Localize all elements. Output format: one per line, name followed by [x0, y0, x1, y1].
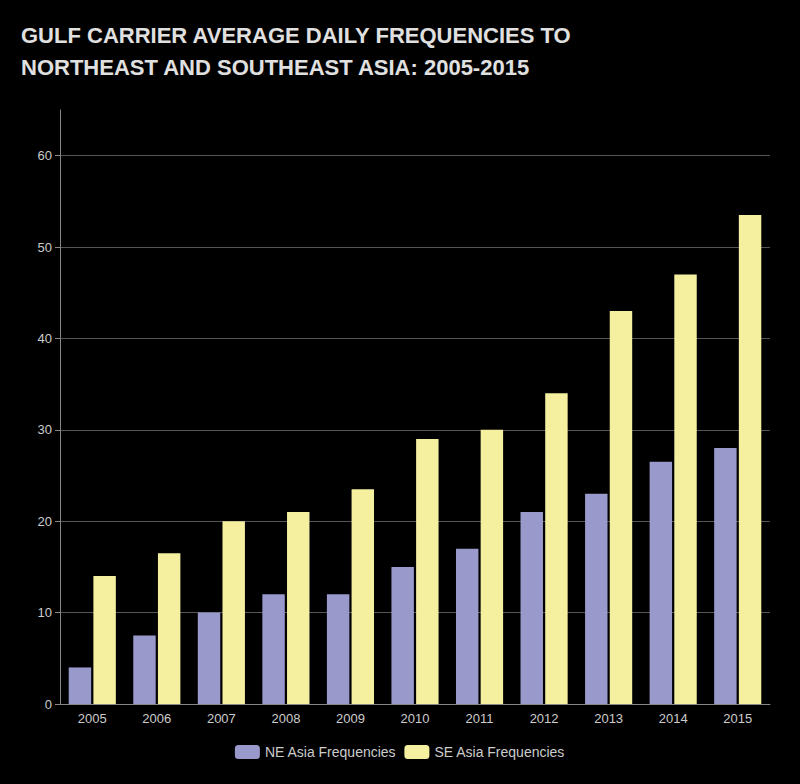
- svg-text:2007: 2007: [207, 711, 236, 726]
- svg-text:SE Asia Frequencies: SE Asia Frequencies: [434, 744, 564, 760]
- svg-text:2008: 2008: [271, 711, 300, 726]
- svg-text:2011: 2011: [466, 711, 494, 726]
- svg-text:2015: 2015: [723, 711, 752, 726]
- svg-text:0: 0: [45, 697, 52, 712]
- svg-text:2010: 2010: [401, 711, 430, 726]
- svg-text:30: 30: [38, 422, 52, 437]
- svg-text:NORTHEAST AND SOUTHEAST ASIA:: NORTHEAST AND SOUTHEAST ASIA: 2005-2015: [21, 55, 529, 80]
- svg-text:2013: 2013: [594, 711, 623, 726]
- svg-text:NE Asia Frequencies: NE Asia Frequencies: [265, 744, 396, 760]
- svg-text:40: 40: [38, 331, 52, 346]
- svg-text:20: 20: [38, 514, 52, 529]
- svg-text:10: 10: [38, 605, 52, 620]
- svg-text:50: 50: [38, 240, 52, 255]
- svg-text:2005: 2005: [78, 711, 107, 726]
- svg-text:2014: 2014: [659, 711, 688, 726]
- svg-text:GULF CARRIER AVERAGE DAILY FRE: GULF CARRIER AVERAGE DAILY FREQUENCIES T…: [21, 23, 571, 48]
- svg-text:60: 60: [38, 148, 52, 163]
- svg-text:2006: 2006: [142, 711, 171, 726]
- svg-text:2012: 2012: [530, 711, 559, 726]
- svg-text:2009: 2009: [336, 711, 365, 726]
